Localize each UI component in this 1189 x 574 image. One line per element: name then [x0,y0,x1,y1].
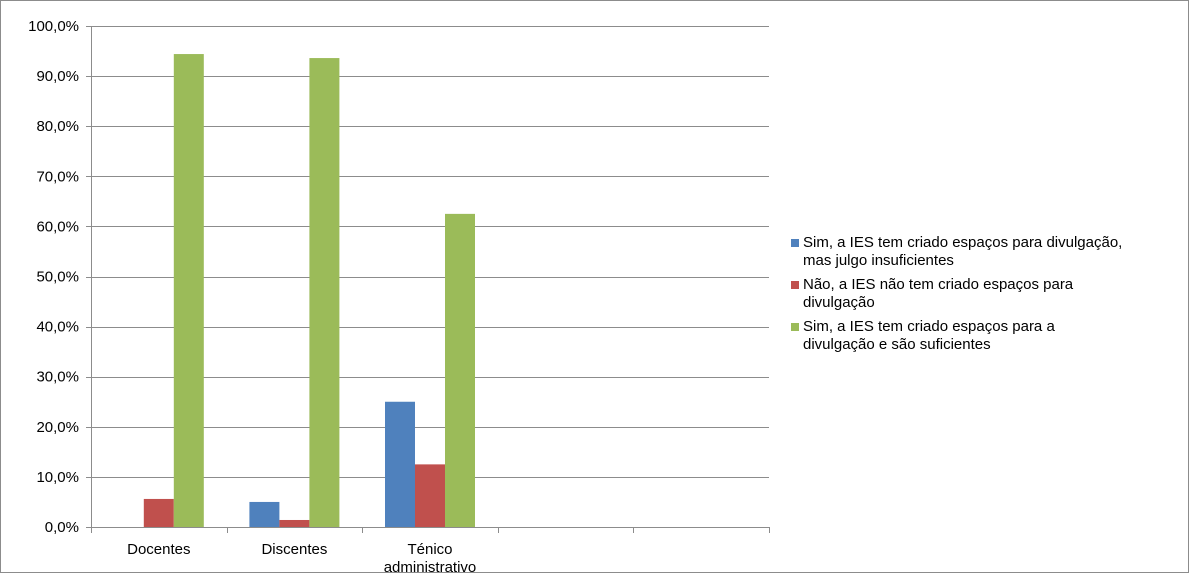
bar [309,58,340,528]
legend-swatch [791,323,799,331]
y-tick-label: 60,0% [36,218,79,235]
legend: Sim, a IES tem criado espaços para divul… [791,234,1186,360]
x-tick-label: Docentes [127,541,190,558]
y-tick-labels: 0,0% 10,0% 20,0% 30,0% 40,0% 50,0% 60,0% 70,0% 8… [28,18,79,536]
y-tick-label: 80,0% [36,118,79,135]
y-tick-label: 40,0% [36,319,79,336]
y-tick-label: 10,0% [36,469,79,486]
x-tick-label: Ténico [407,541,452,558]
bars [143,54,475,528]
legend-label: Não, a IES não tem criado espaços para [803,276,1074,293]
legend-label: Sim, a IES tem criado espaços para divul… [803,234,1123,251]
y-tick-label: 50,0% [36,269,79,286]
bar [279,519,310,527]
bar [445,213,475,527]
y-tick-label: 20,0% [36,419,79,436]
x-tick-label: administrativo [384,559,477,574]
legend-label: Sim, a IES tem criado espaços para a [803,318,1055,335]
legend-label: mas julgo insuficientes [803,252,954,269]
bar [249,501,280,527]
legend-label: divulgação [803,294,875,311]
y-tick-label: 90,0% [36,68,79,85]
legend-item: Sim, a IES tem criado espaços para a divu… [791,318,1186,354]
bar [143,498,174,527]
legend-label: divulgação e são suficientes [803,336,991,353]
bar [415,464,445,527]
axes [86,26,770,533]
bar [385,401,415,527]
y-tick-label: 100,0% [28,18,79,35]
bar [173,54,204,527]
y-tick-label: 0,0% [45,519,79,536]
legend-swatch [791,281,799,289]
gridlines [91,26,769,478]
legend-swatch [791,239,799,247]
y-tick-label: 30,0% [36,369,79,386]
legend-item: Sim, a IES tem criado espaços para divul… [791,234,1186,270]
legend-item: Não, a IES não tem criado espaços para di… [791,276,1186,312]
y-tick-label: 70,0% [36,168,79,185]
x-tick-label: Discentes [261,541,327,558]
